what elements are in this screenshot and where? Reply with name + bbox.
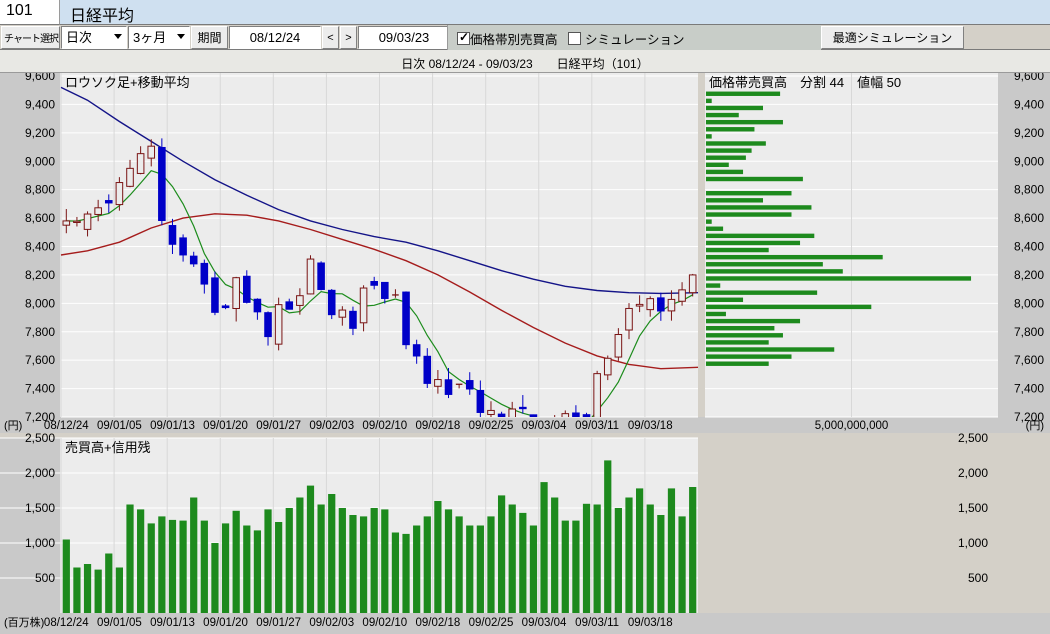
svg-text:8,800: 8,800: [25, 183, 55, 197]
svg-text:8,800: 8,800: [1014, 183, 1044, 197]
svg-text:ロウソク足+移動平均: ロウソク足+移動平均: [65, 75, 190, 90]
svg-text:7,400: 7,400: [25, 382, 55, 396]
svg-text:2,000: 2,000: [958, 466, 988, 480]
svg-text:09/01/27: 09/01/27: [256, 420, 301, 432]
svg-text:1,500: 1,500: [958, 501, 988, 515]
svg-text:8,600: 8,600: [1014, 211, 1044, 225]
svg-text:(百万株): (百万株): [4, 615, 44, 629]
svg-text:09/02/10: 09/02/10: [362, 617, 407, 629]
svg-text:1,000: 1,000: [958, 536, 988, 550]
svg-text:09/02/18: 09/02/18: [416, 420, 461, 432]
svg-text:8,000: 8,000: [1014, 296, 1044, 310]
svg-text:7,800: 7,800: [1014, 325, 1044, 339]
svg-text:(円): (円): [1026, 420, 1044, 432]
svg-text:9,200: 9,200: [1014, 126, 1044, 140]
svg-text:9,600: 9,600: [1014, 73, 1044, 83]
svg-text:2,000: 2,000: [25, 466, 55, 480]
svg-text:9,400: 9,400: [25, 97, 55, 111]
svg-text:09/01/20: 09/01/20: [203, 420, 248, 432]
svg-text:09/03/18: 09/03/18: [628, 617, 673, 629]
svg-text:09/02/25: 09/02/25: [469, 420, 514, 432]
svg-text:1,000: 1,000: [25, 536, 55, 550]
svg-text:7,600: 7,600: [25, 353, 55, 367]
svg-text:09/01/27: 09/01/27: [256, 617, 301, 629]
svg-text:8,200: 8,200: [1014, 268, 1044, 282]
svg-text:7,400: 7,400: [1014, 382, 1044, 396]
svg-text:09/02/18: 09/02/18: [416, 617, 461, 629]
svg-text:09/02/03: 09/02/03: [309, 617, 354, 629]
svg-text:9,200: 9,200: [25, 126, 55, 140]
svg-text:09/03/11: 09/03/11: [575, 617, 619, 629]
svg-text:9,600: 9,600: [25, 73, 55, 83]
svg-text:9,000: 9,000: [25, 154, 55, 168]
svg-text:(円): (円): [4, 420, 22, 432]
svg-text:8,600: 8,600: [25, 211, 55, 225]
svg-text:09/01/13: 09/01/13: [150, 617, 195, 629]
svg-text:9,400: 9,400: [1014, 97, 1044, 111]
svg-text:09/03/04: 09/03/04: [522, 420, 567, 432]
svg-text:8,200: 8,200: [25, 268, 55, 282]
svg-text:8,000: 8,000: [25, 296, 55, 310]
svg-text:2,500: 2,500: [25, 431, 55, 445]
svg-text:09/03/18: 09/03/18: [628, 420, 673, 432]
svg-text:09/03/04: 09/03/04: [522, 617, 567, 629]
svg-text:09/01/13: 09/01/13: [150, 420, 195, 432]
svg-text:8,400: 8,400: [25, 240, 55, 254]
svg-text:09/01/05: 09/01/05: [97, 420, 142, 432]
svg-text:8,400: 8,400: [1014, 240, 1044, 254]
svg-text:08/12/24: 08/12/24: [44, 617, 89, 629]
svg-text:5,000,000,000: 5,000,000,000: [815, 420, 889, 432]
svg-text:7,800: 7,800: [25, 325, 55, 339]
svg-text:09/02/10: 09/02/10: [362, 420, 407, 432]
svg-text:09/02/03: 09/02/03: [309, 420, 354, 432]
svg-text:2,500: 2,500: [958, 431, 988, 445]
svg-text:売買高+信用残: 売買高+信用残: [65, 440, 151, 455]
svg-text:7,600: 7,600: [1014, 353, 1044, 367]
svg-text:価格帯売買高 分割 44 値幅 50: 価格帯売買高 分割 44 値幅 50: [709, 75, 901, 90]
svg-text:9,000: 9,000: [1014, 154, 1044, 168]
svg-text:09/03/11: 09/03/11: [575, 420, 619, 432]
svg-text:500: 500: [968, 571, 988, 585]
svg-text:1,500: 1,500: [25, 501, 55, 515]
svg-text:500: 500: [35, 571, 55, 585]
svg-text:09/01/20: 09/01/20: [203, 617, 248, 629]
svg-text:09/02/25: 09/02/25: [469, 617, 514, 629]
svg-text:09/01/05: 09/01/05: [97, 617, 142, 629]
